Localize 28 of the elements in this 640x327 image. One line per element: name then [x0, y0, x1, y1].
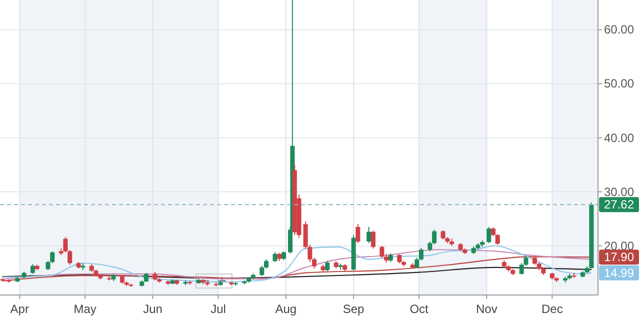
candlestick [366, 226, 372, 244]
annotation: 17.90 [604, 250, 634, 264]
y-tick-label: 30.00 [604, 184, 634, 199]
x-tick-label: Dec [541, 302, 563, 316]
candlestick [356, 224, 360, 244]
candlestick [325, 260, 330, 272]
candlestick [440, 230, 446, 240]
x-tick-label: Sep [342, 302, 365, 316]
annotation: 14.99 [604, 266, 634, 280]
x-tick-label: Aug [275, 302, 297, 316]
candlestick [144, 272, 148, 283]
x-tick-label: Jul [210, 302, 226, 316]
x-tick-label: Apr [10, 302, 29, 316]
x-tick-label: May [74, 302, 96, 316]
ref-line-label: 27.62 [604, 198, 634, 212]
candlestick [370, 230, 376, 250]
candlestick [272, 252, 278, 263]
candlestick [260, 265, 264, 277]
y-tick-label: 20.00 [604, 238, 634, 253]
x-tick-label: Nov [476, 302, 498, 316]
candlestick [486, 226, 492, 244]
x-tick-label: Jun [143, 302, 162, 316]
y-tick-label: 60.00 [604, 22, 634, 37]
candlestick [380, 245, 384, 258]
y-tick-label: 50.00 [604, 76, 634, 91]
x-tick-label: Oct [410, 302, 430, 316]
y-tick-label: 40.00 [604, 130, 634, 145]
candlestick [30, 264, 35, 274]
